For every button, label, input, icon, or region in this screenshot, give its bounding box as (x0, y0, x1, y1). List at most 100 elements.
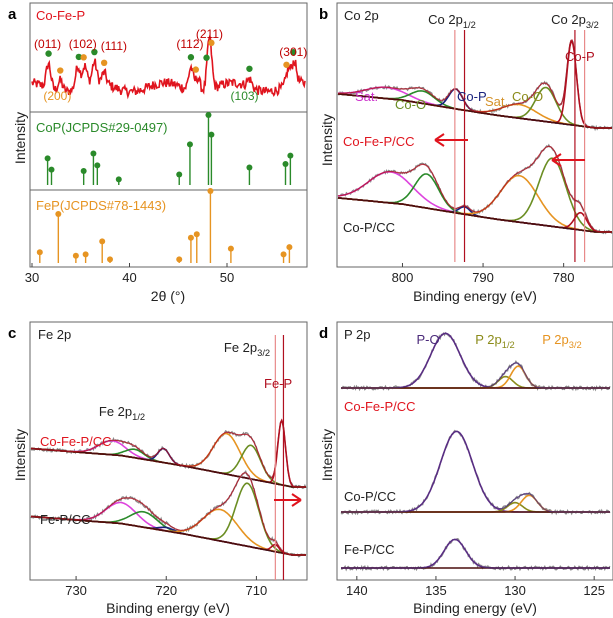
ref-stick-dot-1-7 (186, 141, 193, 148)
panel-c-plot: Co-Fe-P/CC Fe-P/CC 730 720 710 Fe 2p1/2 Fe 2p3… (30, 335, 307, 598)
fit-envelope-0 (338, 39, 612, 129)
annotation-sat-12: Sat. (355, 89, 378, 104)
panel-b: b Co 2p Intensity Co-Fe-P/CC Co-P/CC 800 79… (319, 2, 613, 304)
ref-stick-dot-2-7 (187, 234, 194, 241)
panel-a-section-label-0: Co-Fe-P (36, 8, 85, 23)
ref-stick-dot-2-10 (227, 245, 234, 252)
annotation-fe-2p12: Fe 2p1/2 (99, 404, 145, 422)
panel-c-title: Fe 2p (38, 327, 71, 342)
fit-envelope-0 (30, 418, 306, 488)
panel-c-xlabel: Binding energy (eV) (106, 600, 230, 616)
ref-stick-dot-1-2 (80, 168, 87, 174)
peak-label-1: (102) (69, 37, 97, 51)
panel-d-title: P 2p (344, 327, 371, 342)
panel-d-xtick-label-2: 130 (504, 583, 526, 598)
ref-stick-dot-2-5 (107, 256, 113, 263)
ref-stick-dot-2-8 (193, 231, 200, 238)
panel-b-ylabel: Intensity (319, 114, 335, 166)
annotation-p-2p12: P 2p1/2 (475, 332, 515, 350)
panel-a-xlabel: 2θ (°) (151, 288, 185, 304)
panel-a: a Intensity Co-Fe-P CoP(JCPDS#29-0497) F… (8, 2, 308, 304)
panel-a-xtick-label-2: 50 (220, 270, 234, 285)
ref-stick-dot-1-5 (115, 176, 122, 183)
shift-arrow-1-head (551, 153, 562, 167)
fit-envelope-1 (30, 472, 306, 556)
peak-marker-8 (203, 54, 210, 61)
panel-a-xtick-label-1: 40 (122, 270, 136, 285)
peak-marker-3 (80, 54, 87, 61)
fit-envelope-1 (341, 430, 610, 513)
sample-label-0: Co-Fe-P/CC (343, 134, 415, 149)
sample-label-1: Fe-P/CC (40, 512, 91, 527)
panel-d-letter: d (319, 325, 328, 342)
ref-stick-dot-1-3 (90, 150, 97, 157)
panel-d-frame (336, 321, 613, 581)
peak-marker-10 (246, 65, 253, 72)
peak-marker-0 (45, 50, 52, 57)
peak-marker-4 (91, 48, 98, 56)
panel-d-xtick-label-3: 125 (583, 583, 605, 598)
panel-b-frame (336, 2, 613, 268)
panel-c-frame (29, 321, 308, 581)
panel-b-xtick-label-2: 780 (553, 270, 575, 285)
fit-envelope-1 (337, 145, 612, 233)
shift-arrow-c-head (291, 493, 302, 507)
background-line-1 (337, 197, 612, 233)
ref-stick-dot-2-1 (55, 211, 62, 218)
annotation-p-o: P-O (416, 332, 439, 347)
annotation-p-2p32: P 2p3/2 (542, 332, 582, 350)
ref-stick-dot-1-8 (205, 112, 212, 118)
panel-c-xtick-label-0: 730 (65, 583, 87, 598)
panel-a-plot: (011) (102) (111) (112)(211) (301) (200) (103)… (25, 27, 308, 285)
panel-a-letter: a (8, 6, 17, 23)
fit-envelope-0 (341, 332, 610, 389)
annotation-co-2p12: Co 2p1/2 (428, 12, 476, 30)
panel-d-xtick-label-1: 135 (425, 583, 447, 598)
peak-label-5: (301) (279, 45, 307, 59)
ref-stick-dot-2-2 (72, 252, 79, 259)
panel-b-xlabel: Binding energy (eV) (413, 288, 537, 304)
panel-a-xtick-label-0: 30 (25, 270, 39, 285)
peak-marker-5 (100, 59, 108, 67)
ref-stick-dot-1-6 (176, 171, 183, 178)
peak-marker-9 (208, 39, 215, 47)
panel-b-letter: b (319, 6, 328, 23)
peak-marker-7 (192, 66, 199, 73)
peak-label-0: (011) (34, 37, 61, 51)
peak-marker-12 (290, 48, 297, 56)
fit-envelope-2 (341, 538, 610, 569)
panel-d-xlabel: Binding energy (eV) (413, 600, 537, 616)
panel-a-ylabel: Intensity (12, 112, 28, 164)
peak-label-4: (211) (196, 27, 223, 41)
annotation-fe-p: Fe-P (264, 376, 292, 391)
ref-stick-dot-2-11 (280, 251, 287, 258)
panel-b-plot: Co-Fe-P/CC Co-P/CC 800 790 780 Co 2p1/2 Co 2p3… (337, 12, 613, 285)
xrd-pattern-co-fe-p (31, 33, 306, 100)
ref-stick-dot-2-6 (176, 256, 183, 263)
ref-stick-dot-2-9 (207, 188, 214, 194)
sample-label-1: Co-P/CC (344, 489, 396, 504)
panel-a-frame (29, 2, 308, 268)
ref-stick-dot-2-12 (286, 244, 293, 251)
panel-d-plot: Co-Fe-P/CC Co-P/CC Fe-P/CC 140 135 130 125 P-O P… (340, 331, 611, 598)
ref-stick-dot-1-4 (94, 162, 101, 169)
panel-a-section-label-2: FeP(JCPDS#78-1443) (36, 198, 166, 213)
annotation-co-o-12: Co-O (395, 97, 426, 112)
sample-label-0: Co-Fe-P/CC (40, 434, 112, 449)
ref-stick-dot-2-3 (82, 251, 89, 258)
panel-d-ylabel: Intensity (319, 429, 335, 481)
ref-stick-dot-1-10 (246, 164, 253, 171)
sample-label-0: Co-Fe-P/CC (344, 399, 416, 414)
peak-label-3: (112) (176, 37, 203, 51)
panel-d-xtick-label-0: 140 (346, 583, 368, 598)
annotation-co-p-32: Co-P (565, 49, 595, 64)
ref-stick-dot-1-11 (282, 161, 289, 167)
sample-label-2: Fe-P/CC (344, 542, 395, 557)
shift-arrow-0-head (434, 133, 445, 147)
annotation-sat-32: Sat. (485, 94, 508, 109)
peak-marker-6 (187, 54, 195, 61)
panel-d: d P 2p Intensity Co-Fe-P/CC Co-P/CC Fe-P/C… (319, 321, 613, 616)
panel-c-xtick-label-2: 710 (246, 583, 268, 598)
peak-label-6: (200) (43, 89, 71, 103)
peak-marker-1 (57, 67, 64, 74)
